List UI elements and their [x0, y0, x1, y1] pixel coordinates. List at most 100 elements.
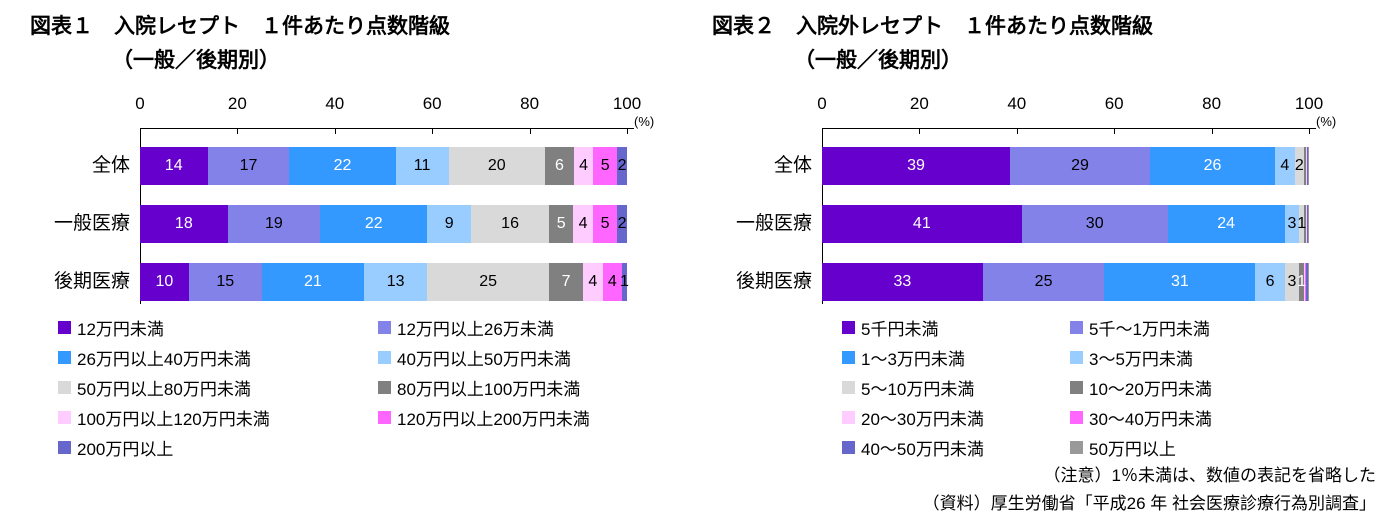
legend-item: 20～30万円未満: [842, 406, 1054, 429]
bar-segment: [1307, 147, 1308, 185]
legend-swatch-icon: [842, 440, 855, 454]
bar-value-label: 41: [912, 215, 931, 232]
legend-item: 200万円以上: [58, 436, 362, 459]
bar-segment: [1307, 263, 1309, 301]
bars-area: 全体 14 17 22 11 20 6 4 5 2 一般医療 18 19 22 9 16 5 4 5 2 後期医療 10 1…: [10, 8, 680, 526]
bar-segment: 13: [364, 263, 428, 301]
bar-value-label: 7: [561, 273, 571, 290]
bar-value-label: 30: [1085, 215, 1104, 232]
bar-segment: 30: [1021, 205, 1168, 243]
legend-label: 26万円以上40万円未満: [77, 349, 251, 369]
legend-swatch-icon: [378, 350, 391, 364]
bar-segment: 16: [471, 205, 550, 243]
bar-value-label: 29: [1071, 157, 1089, 174]
bar-value-label: 5: [556, 215, 566, 232]
legend-swatch-icon: [842, 350, 855, 364]
bar-value-label: 5: [600, 157, 610, 174]
legend-swatch-icon: [1070, 440, 1083, 454]
legend-item: 10～20万円未満: [1070, 376, 1282, 399]
legend-label: 20～30万円未満: [861, 409, 984, 429]
bar-segment: 5: [549, 205, 574, 243]
bar-value-label: 4: [578, 215, 588, 232]
legend-item: 40万円以上50万円未満: [378, 346, 682, 369]
legend-label: 100万円以上120万円未満: [77, 409, 270, 429]
bar-value-label: 25: [479, 273, 498, 290]
legend-swatch-icon: [58, 380, 71, 394]
bar-value-label: 6: [1265, 273, 1275, 290]
bar-segment: [1307, 205, 1308, 243]
bar-segment: 41: [822, 205, 1022, 243]
bar-segment: [1307, 147, 1309, 185]
bar-segment: [1307, 205, 1309, 243]
category-label: 全体: [773, 155, 812, 176]
bar-row: 39 29 26 4 2: [822, 147, 1309, 185]
legend-item: 5千～1万円未満: [1070, 316, 1282, 339]
bar-segment: 33: [822, 263, 983, 301]
chart-subtitle: （一般／後期別）: [112, 49, 280, 72]
bar-value-label: 6: [555, 157, 564, 174]
bar-value-label: 2: [617, 157, 627, 174]
bar-value-label: 4: [588, 273, 598, 290]
bar-value-label: 5: [600, 215, 610, 232]
bar-value-label: 33: [893, 273, 912, 290]
bar-value-label: 9: [444, 215, 454, 232]
legend-swatch-icon: [58, 410, 71, 424]
bar-value-label: 1: [1297, 273, 1307, 290]
legend-label: 12万円以上26万未満: [397, 319, 554, 339]
bar-segment: 26: [1149, 147, 1276, 185]
bar-segment: 15: [188, 263, 262, 301]
legend-item: 50万円以上80万円未満: [58, 376, 362, 399]
legend-item: 40～50万円未満: [842, 436, 1054, 459]
bar-value-label: 11: [413, 157, 431, 174]
bar-value-label: 22: [364, 215, 383, 232]
bar-value-label: 39: [907, 157, 925, 174]
note-caution: （注意）1％未満は、数値の表記を省略した: [1043, 466, 1376, 485]
bar-value-label: 26: [1203, 157, 1222, 174]
bar-segment: [1304, 263, 1306, 301]
bar-row: 14 17 22 11 20 6 4 5 2: [140, 147, 627, 185]
bar-segment: [1305, 263, 1307, 301]
legend-label: 40～50万円未満: [861, 439, 984, 459]
legend-item: 26万円以上40万円未満: [58, 346, 362, 369]
bar-segment: 4: [583, 263, 603, 301]
bar-segment: 2: [1294, 147, 1305, 185]
legend-item: 12万円以上26万未満: [378, 316, 682, 339]
bar-segment: 29: [1010, 147, 1150, 185]
legend-label: 5～10万円未満: [861, 379, 975, 399]
legend-swatch-icon: [58, 320, 71, 334]
legend-item: 3～5万円未満: [1070, 346, 1282, 369]
bar-segment: 1: [620, 263, 629, 301]
bar-value-label: 3: [1287, 273, 1297, 290]
legend-label: 1～3万円未満: [861, 349, 965, 369]
bar-segment: 21: [261, 263, 364, 301]
bar-value-label: 17: [239, 157, 258, 174]
legend-item: 100万円以上120万円未満: [58, 406, 362, 429]
legend-label: 50万円以上80万円未満: [77, 379, 251, 399]
category-label: 後期医療: [53, 271, 130, 292]
legend-item: 30～40万円未満: [1070, 406, 1282, 429]
bar-value-label: 19: [265, 215, 283, 232]
legend-swatch-icon: [58, 440, 71, 454]
bar-value-label: 20: [487, 157, 506, 174]
bar-segment: 2: [617, 205, 627, 243]
bar-segment: 6: [545, 147, 574, 185]
legend-item: 1～3万円未満: [842, 346, 1054, 369]
legend-label: 12万円未満: [77, 319, 164, 339]
bar-row: 10 15 21 13 25 7 4 4 1: [140, 263, 629, 301]
legend-label: 30～40万円未満: [1089, 409, 1212, 429]
legend-item: 5千円未満: [842, 316, 1054, 339]
bar-value-label: 10: [155, 273, 174, 290]
legend-label: 5千円未満: [861, 319, 939, 339]
legend-label: 120万円以上200万円未満: [397, 409, 590, 429]
legend-item: 5～10万円未満: [842, 376, 1054, 399]
legend-item: 50万円以上: [1070, 436, 1282, 459]
note-source: （資料）厚生労働省「平成26 年 社会医療診療行為別調査」: [922, 494, 1376, 514]
chart-panel-inpatient: 図表１ 入院レセプト １件あたり点数階級 （一般／後期別） 0 20 40 60 80 1…: [10, 8, 680, 526]
bar-segment: 5: [592, 205, 618, 243]
bar-segment: 3: [1284, 205, 1300, 243]
unit-label: (%): [634, 114, 655, 129]
x-axis-line: [140, 128, 634, 129]
bar-value-label: 4: [1280, 157, 1290, 174]
legend-swatch-icon: [842, 320, 855, 334]
bar-value-label: 1: [1297, 215, 1307, 232]
